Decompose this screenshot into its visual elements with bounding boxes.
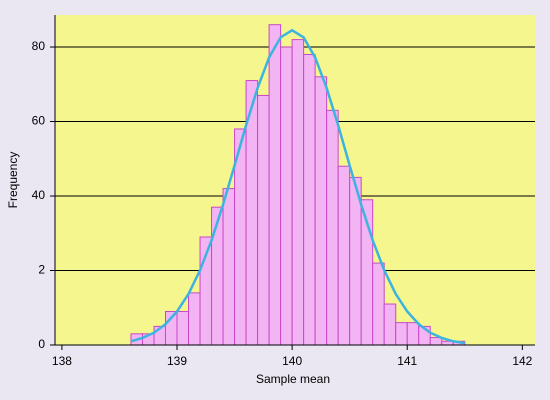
- bar: [257, 94, 270, 346]
- bar: [326, 109, 339, 346]
- x-axis-label: Sample mean: [256, 372, 330, 386]
- bar: [291, 39, 305, 346]
- bar: [268, 24, 282, 346]
- bar: [176, 310, 190, 346]
- y-tick-label: 2: [38, 263, 45, 277]
- bar: [211, 206, 224, 346]
- bar: [337, 165, 351, 346]
- bar: [303, 53, 316, 346]
- x-tick-label: 141: [397, 354, 417, 368]
- bar: [429, 337, 443, 346]
- y-tick-label: 60: [32, 114, 46, 128]
- bar: [372, 262, 385, 346]
- bar: [395, 322, 408, 346]
- x-tick-label: 139: [167, 354, 187, 368]
- y-axis-label: Frequency: [6, 152, 20, 209]
- bar: [406, 322, 420, 346]
- bar: [280, 46, 293, 346]
- bar: [383, 303, 397, 346]
- y-tick-label: 80: [32, 39, 46, 53]
- x-tick-label: 142: [512, 354, 532, 368]
- bar: [188, 292, 201, 346]
- bar: [222, 188, 236, 346]
- y-tick-label: 40: [32, 188, 46, 202]
- bar: [314, 76, 328, 346]
- x-tick-label: 138: [52, 354, 72, 368]
- y-tick-label: 0: [38, 337, 45, 351]
- x-tick-label: 140: [282, 354, 302, 368]
- fit-curve: [130, 28, 465, 345]
